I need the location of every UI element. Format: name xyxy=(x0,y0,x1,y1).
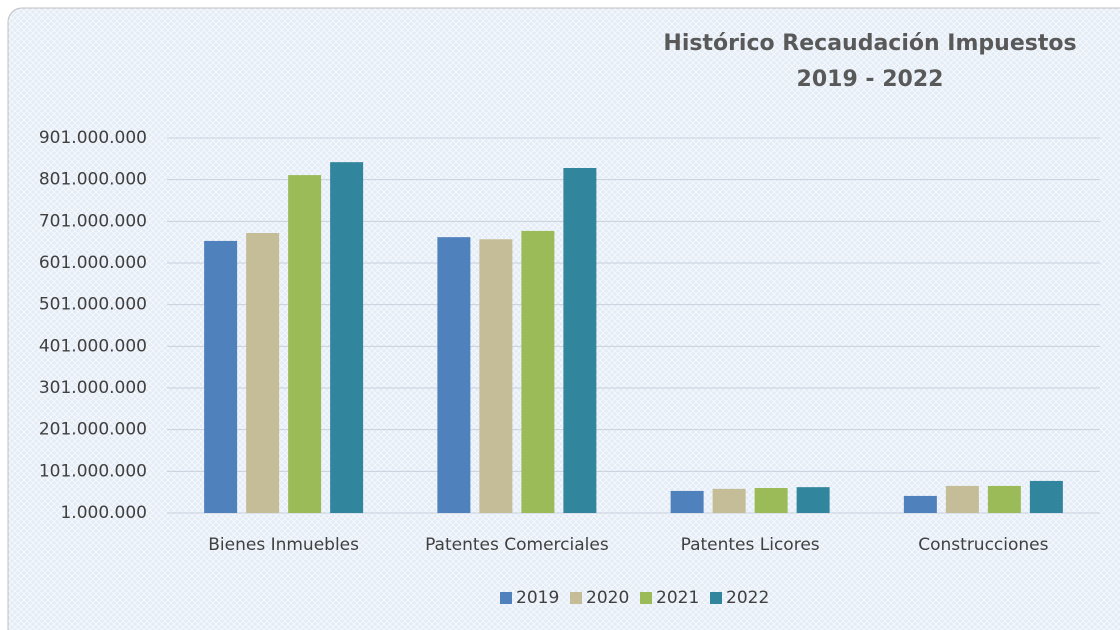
x-tick-label: Patentes Licores xyxy=(681,535,820,555)
bar xyxy=(1029,480,1063,513)
y-tick-label: 201.000.000 xyxy=(39,420,147,440)
y-tick-label: 701.000.000 xyxy=(39,211,147,231)
legend-label: 2022 xyxy=(726,588,769,608)
chart-title: Histórico Recaudación Impuestos xyxy=(663,31,1076,56)
bar xyxy=(521,230,555,513)
bar xyxy=(987,485,1021,513)
y-tick-label: 601.000.000 xyxy=(39,253,147,273)
bar xyxy=(903,495,937,513)
bar xyxy=(945,485,979,513)
bar xyxy=(796,487,830,513)
legend-swatch xyxy=(640,592,652,604)
legend-swatch xyxy=(710,592,722,604)
y-tick-label: 501.000.000 xyxy=(39,295,147,315)
y-tick-label: 401.000.000 xyxy=(39,336,147,356)
y-tick-label: 801.000.000 xyxy=(39,170,147,190)
x-tick-label: Bienes Inmuebles xyxy=(208,535,359,555)
bar xyxy=(204,240,238,513)
bar xyxy=(670,490,704,513)
legend-label: 2019 xyxy=(516,588,559,608)
bar xyxy=(712,488,746,513)
chart-subtitle: 2019 - 2022 xyxy=(797,67,944,92)
y-tick-label: 301.000.000 xyxy=(39,378,147,398)
legend-label: 2020 xyxy=(586,588,629,608)
x-tick-label: Patentes Comerciales xyxy=(425,535,609,555)
bar xyxy=(479,239,513,513)
legend-swatch xyxy=(570,592,582,604)
bar xyxy=(563,168,597,513)
y-tick-label: 1.000.000 xyxy=(60,503,147,523)
y-tick-label: 901.000.000 xyxy=(39,128,147,148)
bar xyxy=(330,162,364,513)
y-tick-label: 101.000.000 xyxy=(39,461,147,481)
bar xyxy=(437,237,471,513)
legend-swatch xyxy=(500,592,512,604)
bar xyxy=(288,175,322,514)
legend-label: 2021 xyxy=(656,588,699,608)
bar xyxy=(754,488,788,513)
bar xyxy=(246,233,280,513)
x-tick-label: Construcciones xyxy=(918,535,1048,555)
